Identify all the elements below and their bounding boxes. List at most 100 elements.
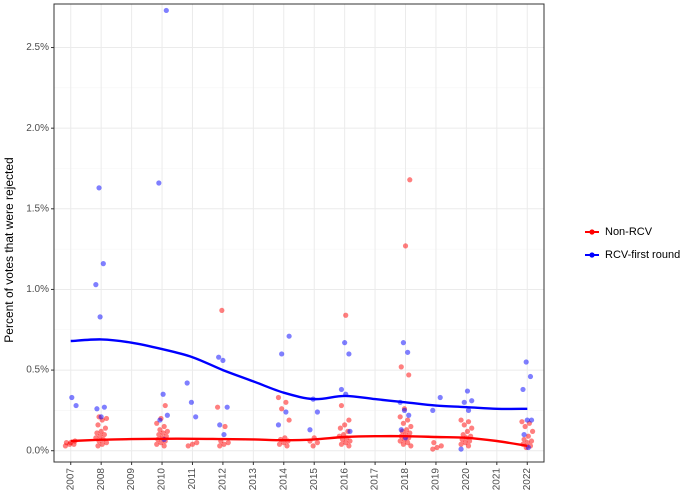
data-point-non-rcv <box>164 428 170 434</box>
x-tick-label: 2013 <box>248 468 259 491</box>
data-point-rcv-first-round <box>527 373 534 380</box>
data-point-non-rcv <box>397 414 403 420</box>
data-point-non-rcv <box>97 433 103 439</box>
data-point-non-rcv <box>103 415 110 422</box>
data-point-rcv-first-round <box>224 404 230 410</box>
data-point-non-rcv <box>460 431 466 438</box>
data-point-rcv-first-round <box>93 282 99 288</box>
data-point-non-rcv <box>314 440 321 446</box>
data-point-non-rcv <box>185 443 191 449</box>
data-point-rcv-first-round <box>314 409 321 415</box>
data-point-non-rcv <box>343 312 349 318</box>
data-point-rcv-first-round <box>342 340 348 346</box>
data-point-non-rcv <box>275 394 282 401</box>
data-point-rcv-first-round <box>307 427 313 433</box>
data-point-non-rcv <box>398 364 404 370</box>
data-point-non-rcv <box>408 443 414 449</box>
data-point-rcv-first-round <box>217 422 223 428</box>
data-point-non-rcv <box>214 404 221 410</box>
data-point-rcv-first-round <box>524 417 530 423</box>
trend-line-non-rcv <box>70 434 528 448</box>
data-point-rcv-first-round <box>346 351 352 357</box>
data-point-non-rcv <box>284 443 290 449</box>
y-tick-label: 2.0% <box>26 123 49 134</box>
y-tick-label: 2.5% <box>26 42 49 53</box>
data-point-non-rcv <box>194 440 200 446</box>
data-point-rcv-first-round <box>338 386 345 393</box>
data-point-non-rcv <box>347 438 353 444</box>
data-point-rcv-first-round <box>100 261 106 267</box>
data-point-non-rcv <box>343 440 349 446</box>
data-point-non-rcv <box>103 440 110 446</box>
data-point-non-rcv <box>464 428 471 434</box>
x-tick-label: 2021 <box>491 468 502 491</box>
data-point-non-rcv <box>528 438 535 444</box>
data-point-non-rcv <box>154 420 160 426</box>
data-point-non-rcv <box>405 417 411 423</box>
major-gridlines <box>54 4 544 462</box>
y-tick-label: 1.5% <box>26 203 49 214</box>
data-point-non-rcv <box>524 440 530 446</box>
data-point-non-rcv <box>408 423 414 430</box>
x-tick-label: 2009 <box>126 468 137 491</box>
data-point-non-rcv <box>407 177 413 183</box>
legend-label-rcv-first-round: RCV-first round <box>605 249 680 261</box>
data-point-non-rcv <box>430 446 436 452</box>
data-point-non-rcv <box>461 422 467 428</box>
data-point-non-rcv <box>101 431 107 438</box>
y-tick-label: 0.0% <box>26 445 49 456</box>
data-point-rcv-first-round <box>523 359 529 365</box>
y-axis: 0.0% 0.5% 1.0% 1.5% 2.0% 2.5% <box>26 42 54 456</box>
data-point-rcv-first-round <box>156 180 162 186</box>
data-point-non-rcv <box>161 423 167 430</box>
data-point-rcv-first-round <box>458 446 464 452</box>
data-point-rcv-first-round <box>347 428 353 434</box>
x-tick-label: 2014 <box>278 468 289 491</box>
data-point-non-rcv <box>458 441 464 447</box>
data-point-rcv-first-round <box>193 414 199 420</box>
data-point-non-rcv <box>469 425 475 431</box>
data-point-non-rcv <box>466 438 473 444</box>
data-point-rcv-first-round <box>437 394 443 401</box>
data-point-rcv-first-round <box>406 412 412 418</box>
data-point-non-rcv <box>519 419 525 425</box>
data-point-rcv-first-round <box>97 314 103 320</box>
data-point-non-rcv <box>431 440 437 446</box>
data-point-non-rcv <box>221 441 227 447</box>
data-point-non-rcv <box>346 417 352 423</box>
data-point-non-rcv <box>407 430 413 436</box>
data-point-non-rcv <box>346 443 352 449</box>
data-point-non-rcv <box>219 307 225 314</box>
data-point-non-rcv <box>102 425 109 431</box>
data-point-rcv-first-round <box>275 422 282 428</box>
x-tick-label: 2015 <box>309 468 320 491</box>
data-point-rcv-first-round <box>98 414 104 420</box>
data-point-non-rcv <box>154 441 160 447</box>
data-point-rcv-first-round <box>220 357 226 364</box>
data-point-rcv-first-round <box>160 391 166 397</box>
data-point-rcv-first-round <box>216 354 222 360</box>
data-point-non-rcv <box>522 423 528 430</box>
data-point-rcv-first-round <box>283 409 289 415</box>
legend-label-non-rcv: Non-RCV <box>605 226 653 238</box>
data-point-non-rcv <box>458 417 464 423</box>
data-point-non-rcv <box>342 422 348 428</box>
y-axis-label: Percent of votes that were rejected <box>2 157 16 342</box>
data-point-non-rcv <box>438 443 444 449</box>
legend: Non-RCV RCV-first round <box>585 226 680 261</box>
x-tick-label: 2022 <box>522 468 533 491</box>
data-point-non-rcv <box>338 402 345 409</box>
data-point-rcv-first-round <box>398 427 404 433</box>
data-point-non-rcv <box>99 441 105 447</box>
x-tick-label: 2011 <box>187 468 198 490</box>
data-point-rcv-first-round <box>184 380 190 386</box>
data-point-non-rcv <box>222 423 228 430</box>
data-point-non-rcv <box>402 243 409 249</box>
data-point-non-rcv <box>525 433 531 439</box>
x-tick-label: 2012 <box>218 468 229 491</box>
data-point-rcv-first-round <box>279 351 285 357</box>
data-point-non-rcv <box>162 402 168 409</box>
data-point-non-rcv <box>462 440 468 446</box>
data-point-rcv-first-round <box>528 417 535 423</box>
